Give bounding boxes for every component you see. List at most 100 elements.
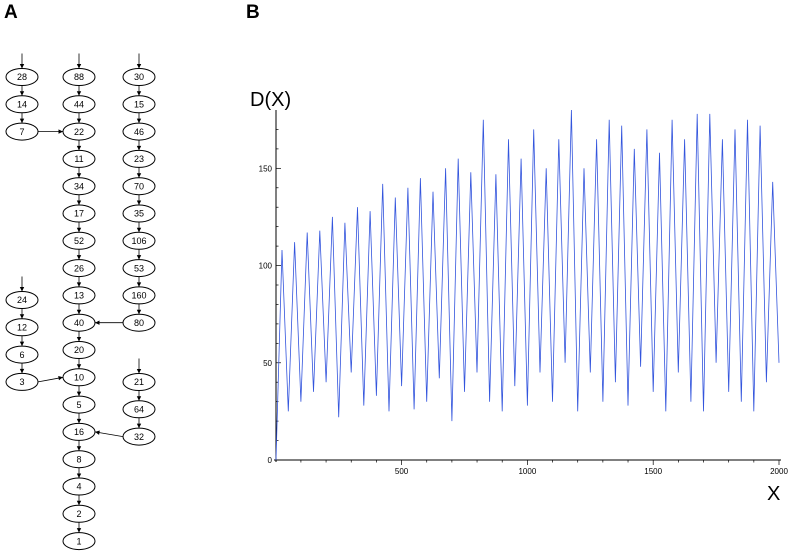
x-tick-label: 2000 bbox=[770, 467, 788, 476]
collatz-tree-panel: A 28147884422113417522613402010516842130… bbox=[4, 2, 156, 551]
arrowhead-icon bbox=[19, 368, 25, 374]
arrowhead-icon bbox=[136, 369, 142, 374]
tree-node bbox=[62, 204, 96, 223]
arrowhead-icon bbox=[76, 391, 82, 397]
tree-node bbox=[62, 231, 96, 250]
tree-node bbox=[5, 372, 39, 391]
tree-node-label: 21 bbox=[134, 377, 144, 387]
tree-node-label: 32 bbox=[134, 432, 144, 442]
tree-node-label: 22 bbox=[74, 127, 84, 137]
arrowhead-icon bbox=[136, 173, 142, 178]
tree-node bbox=[62, 68, 96, 86]
arrowhead-icon bbox=[76, 473, 82, 478]
tree-node-label: 64 bbox=[134, 405, 144, 415]
tree-node-label: 23 bbox=[134, 154, 144, 164]
tree-node-label: 34 bbox=[74, 181, 84, 191]
tree-node-label: 15 bbox=[134, 100, 144, 110]
arrowhead-icon bbox=[136, 282, 142, 287]
arrowhead-icon bbox=[76, 145, 82, 151]
tree-node bbox=[122, 373, 156, 391]
tree-node bbox=[122, 204, 156, 223]
tree-node-label: 13 bbox=[74, 291, 84, 301]
tree-node-label: 52 bbox=[74, 236, 84, 246]
tree-node bbox=[62, 395, 96, 414]
x-tick-label: 1500 bbox=[644, 467, 662, 476]
tree-node bbox=[122, 259, 156, 278]
panel-a-label: A bbox=[4, 2, 18, 23]
tree-node-label: 1 bbox=[76, 536, 81, 546]
arrowhead-icon bbox=[76, 227, 82, 233]
tree-node bbox=[122, 68, 156, 86]
tree-node bbox=[5, 122, 39, 141]
tree-node bbox=[62, 95, 96, 114]
arrowhead-icon bbox=[19, 118, 25, 124]
tree-node bbox=[62, 422, 96, 441]
arrowhead-icon bbox=[19, 287, 25, 292]
tree-node-label: 5 bbox=[76, 400, 81, 410]
tree-node bbox=[62, 177, 96, 196]
tree-node-label: 4 bbox=[76, 482, 81, 492]
arrowhead-icon bbox=[136, 200, 142, 205]
tree-node-label: 106 bbox=[131, 236, 146, 246]
tree-node-label: 20 bbox=[74, 345, 84, 355]
y-tick-label: 150 bbox=[259, 164, 273, 173]
arrowhead-icon bbox=[76, 337, 82, 342]
arrowhead-icon bbox=[95, 430, 100, 435]
tree-node-label: 80 bbox=[134, 318, 144, 328]
arrowhead-icon bbox=[76, 173, 82, 178]
tree-node bbox=[122, 313, 156, 332]
tree-node bbox=[62, 341, 96, 359]
tree-node-label: 160 bbox=[131, 291, 146, 301]
arrowhead-icon bbox=[58, 129, 63, 134]
tree-node bbox=[62, 368, 96, 387]
arrowhead-icon bbox=[19, 64, 25, 69]
tree-node bbox=[62, 477, 96, 496]
arrowhead-icon bbox=[76, 446, 82, 451]
tree-node-label: 35 bbox=[134, 209, 144, 219]
arrowhead-icon bbox=[58, 375, 63, 381]
tree-node bbox=[5, 68, 39, 86]
tree-node-label: 70 bbox=[134, 181, 144, 191]
arrowhead-icon bbox=[76, 418, 82, 424]
tree-node-label: 53 bbox=[134, 263, 144, 273]
arrowhead-icon bbox=[19, 314, 25, 319]
tree-node-label: 16 bbox=[74, 427, 84, 437]
tree-node-label: 40 bbox=[74, 318, 84, 328]
tree-node bbox=[62, 149, 96, 168]
delay-series-line bbox=[275, 109, 780, 461]
tree-node bbox=[5, 345, 39, 364]
tree-node-label: 30 bbox=[134, 72, 144, 82]
tree-arrow-line bbox=[94, 431, 124, 437]
arrowhead-icon bbox=[136, 145, 142, 151]
arrowhead-icon bbox=[136, 118, 142, 124]
tree-node bbox=[122, 95, 156, 114]
x-axis-title: X bbox=[767, 483, 780, 505]
arrowhead-icon bbox=[136, 227, 142, 233]
tree-node bbox=[62, 532, 96, 551]
arrowhead-icon bbox=[76, 200, 82, 205]
tree-node-label: 7 bbox=[19, 127, 24, 137]
tree-node bbox=[62, 313, 96, 332]
tree-node bbox=[62, 122, 96, 141]
tree-node bbox=[62, 450, 96, 469]
panel-b-label: B bbox=[246, 2, 260, 23]
arrowhead-icon bbox=[95, 320, 100, 325]
x-tick-label: 1000 bbox=[518, 467, 536, 476]
tree-node-label: 8 bbox=[76, 454, 81, 464]
tree-node-label: 10 bbox=[74, 373, 84, 383]
arrowhead-icon bbox=[76, 64, 82, 69]
tree-node bbox=[122, 286, 156, 305]
y-tick-label: 50 bbox=[263, 359, 272, 368]
arrowhead-icon bbox=[76, 255, 82, 260]
arrowhead-icon bbox=[76, 309, 82, 315]
arrowhead-icon bbox=[76, 282, 82, 287]
tree-node bbox=[122, 427, 156, 446]
tree-node-label: 14 bbox=[17, 100, 27, 110]
arrowhead-icon bbox=[76, 528, 82, 533]
collatz-tree: 2814788442211341752261340201051684213015… bbox=[5, 53, 156, 551]
arrowhead-icon bbox=[136, 309, 142, 315]
arrowhead-icon bbox=[136, 423, 142, 429]
arrowhead-icon bbox=[136, 255, 142, 260]
arrowhead-icon bbox=[19, 91, 25, 96]
